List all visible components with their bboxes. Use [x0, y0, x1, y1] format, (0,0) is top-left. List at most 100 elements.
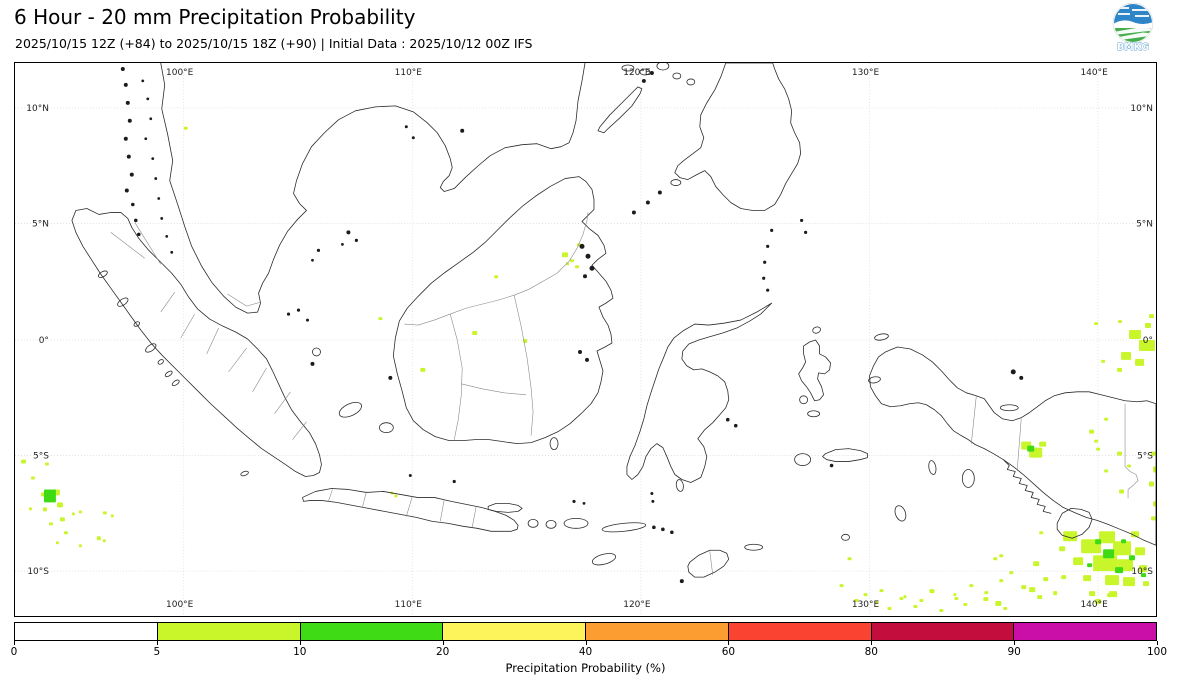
island-speck [404, 125, 408, 129]
island-speck [641, 78, 646, 83]
precip-cell-medium [43, 489, 56, 503]
island-speck [585, 357, 589, 362]
precip-cell-light [110, 514, 114, 518]
precip-cell-light [1095, 599, 1102, 605]
island-speck [578, 349, 583, 354]
precip-cell-light [899, 597, 904, 601]
precip-cell-light [562, 252, 569, 258]
island-speck [286, 312, 291, 316]
lon-label-top: 120°E [623, 68, 651, 78]
colorbar-tick [1014, 641, 1016, 645]
precip-cell-light [78, 544, 82, 548]
precip-cell-light [1151, 451, 1156, 456]
island-speck [125, 100, 130, 105]
precip-cell-light [984, 591, 989, 595]
precip-cell-light [1118, 320, 1123, 324]
precip-cell-medium [1087, 563, 1093, 568]
admin-borders-layer [110, 212, 1139, 576]
bmkg-logo-icon: BMKG [1112, 2, 1154, 53]
coastline-madura [487, 503, 523, 513]
lon-label-bottom: 110°E [395, 600, 423, 610]
island-speck [1019, 375, 1024, 380]
precip-cell-light [969, 584, 974, 588]
island-speck [346, 230, 351, 235]
lat-label-right: 5°S [1137, 452, 1153, 462]
precip-cell-light [1061, 575, 1067, 580]
island-speck [146, 97, 150, 101]
precip-cell-light [1099, 531, 1116, 544]
colorbar-segment-60-80 [728, 623, 872, 640]
colorbar-segment-10-20 [300, 623, 444, 640]
page-title: 6 Hour - 20 mm Precipitation Probability [14, 5, 416, 29]
coastline-yos-sudarso [1056, 507, 1093, 539]
coastline-timor [687, 549, 730, 578]
island-speck [133, 218, 138, 223]
island-speck [766, 244, 770, 248]
colorbar-tick-label: 100 [1146, 646, 1168, 658]
island-speck [829, 463, 834, 468]
precip-cell-light [953, 593, 957, 597]
precip-cell-light [1059, 546, 1066, 552]
precip-cell-light [913, 605, 918, 609]
coastline-seram [822, 448, 868, 462]
map-frame: 100°E 100°E 110°E 110°E 120°E 120°E 130°E 130°E… [14, 62, 1157, 617]
colorbar-tick-label: 5 [153, 646, 161, 658]
island-speck [160, 217, 164, 220]
precip-cell-light [71, 512, 75, 516]
island-speck [310, 361, 315, 366]
colorbar-tick-label: 60 [721, 646, 736, 658]
colorbar-tick [728, 641, 730, 645]
island-speck [657, 190, 662, 195]
island-speck [141, 79, 145, 83]
precip-cell-light [20, 459, 26, 464]
island-speck [645, 200, 650, 205]
precip-cell-light [1139, 565, 1148, 573]
precip-cell-light [1063, 531, 1078, 542]
precip-cell-light [1119, 489, 1125, 494]
precip-cell-light [1131, 531, 1140, 538]
bmkg-logo-text: BMKG [1117, 42, 1149, 53]
colorbar-tick [871, 641, 873, 645]
island-speck [649, 70, 654, 75]
colorbar-tick [299, 641, 301, 645]
precip-cell-light [929, 589, 935, 594]
island-speck [725, 417, 730, 422]
colorbar-segment-0-5 [15, 623, 158, 640]
precip-cell-light [839, 584, 844, 588]
precip-cell-light [1089, 591, 1096, 597]
precip-cell-light [1039, 531, 1044, 535]
precip-cell-light [575, 265, 580, 269]
precip-cell-light [1113, 541, 1132, 556]
precip-cell-light [1143, 581, 1150, 587]
lon-label-top: 140°E [1080, 68, 1108, 78]
lon-label-bottom: 120°E [623, 600, 651, 610]
precip-cell-light [1149, 314, 1155, 319]
precip-cell-light [30, 476, 35, 480]
island-speck [763, 260, 767, 264]
lat-label-right: 5°N [1136, 219, 1153, 229]
coastline-layer [71, 63, 1156, 584]
island-speck [296, 308, 301, 312]
precip-cell-light [999, 554, 1004, 558]
island-speck [124, 188, 129, 193]
precip-cell-light [1145, 323, 1152, 329]
colorbar-segment-5-10 [157, 623, 301, 640]
precip-cell-light [1053, 591, 1058, 596]
precip-cell-light [1021, 585, 1027, 590]
precip-cell-light [59, 517, 65, 522]
island-speck [151, 157, 155, 161]
colorbar-tick [585, 641, 587, 645]
precip-cell-light [472, 331, 478, 336]
map-canvas: 100°E 100°E 110°E 110°E 120°E 120°E 130°E 130°E… [15, 63, 1156, 616]
precip-cell-light [854, 599, 859, 603]
island-speck [136, 232, 141, 237]
precip-cell-light [183, 126, 188, 130]
precip-cell-light [1101, 359, 1106, 363]
lat-label-left: 0° [39, 336, 49, 346]
precip-cell-medium [1115, 567, 1124, 574]
island-speck [804, 230, 808, 234]
colorbar-tick [14, 641, 15, 645]
precip-cell-light [1139, 339, 1156, 351]
island-speck [652, 525, 656, 530]
